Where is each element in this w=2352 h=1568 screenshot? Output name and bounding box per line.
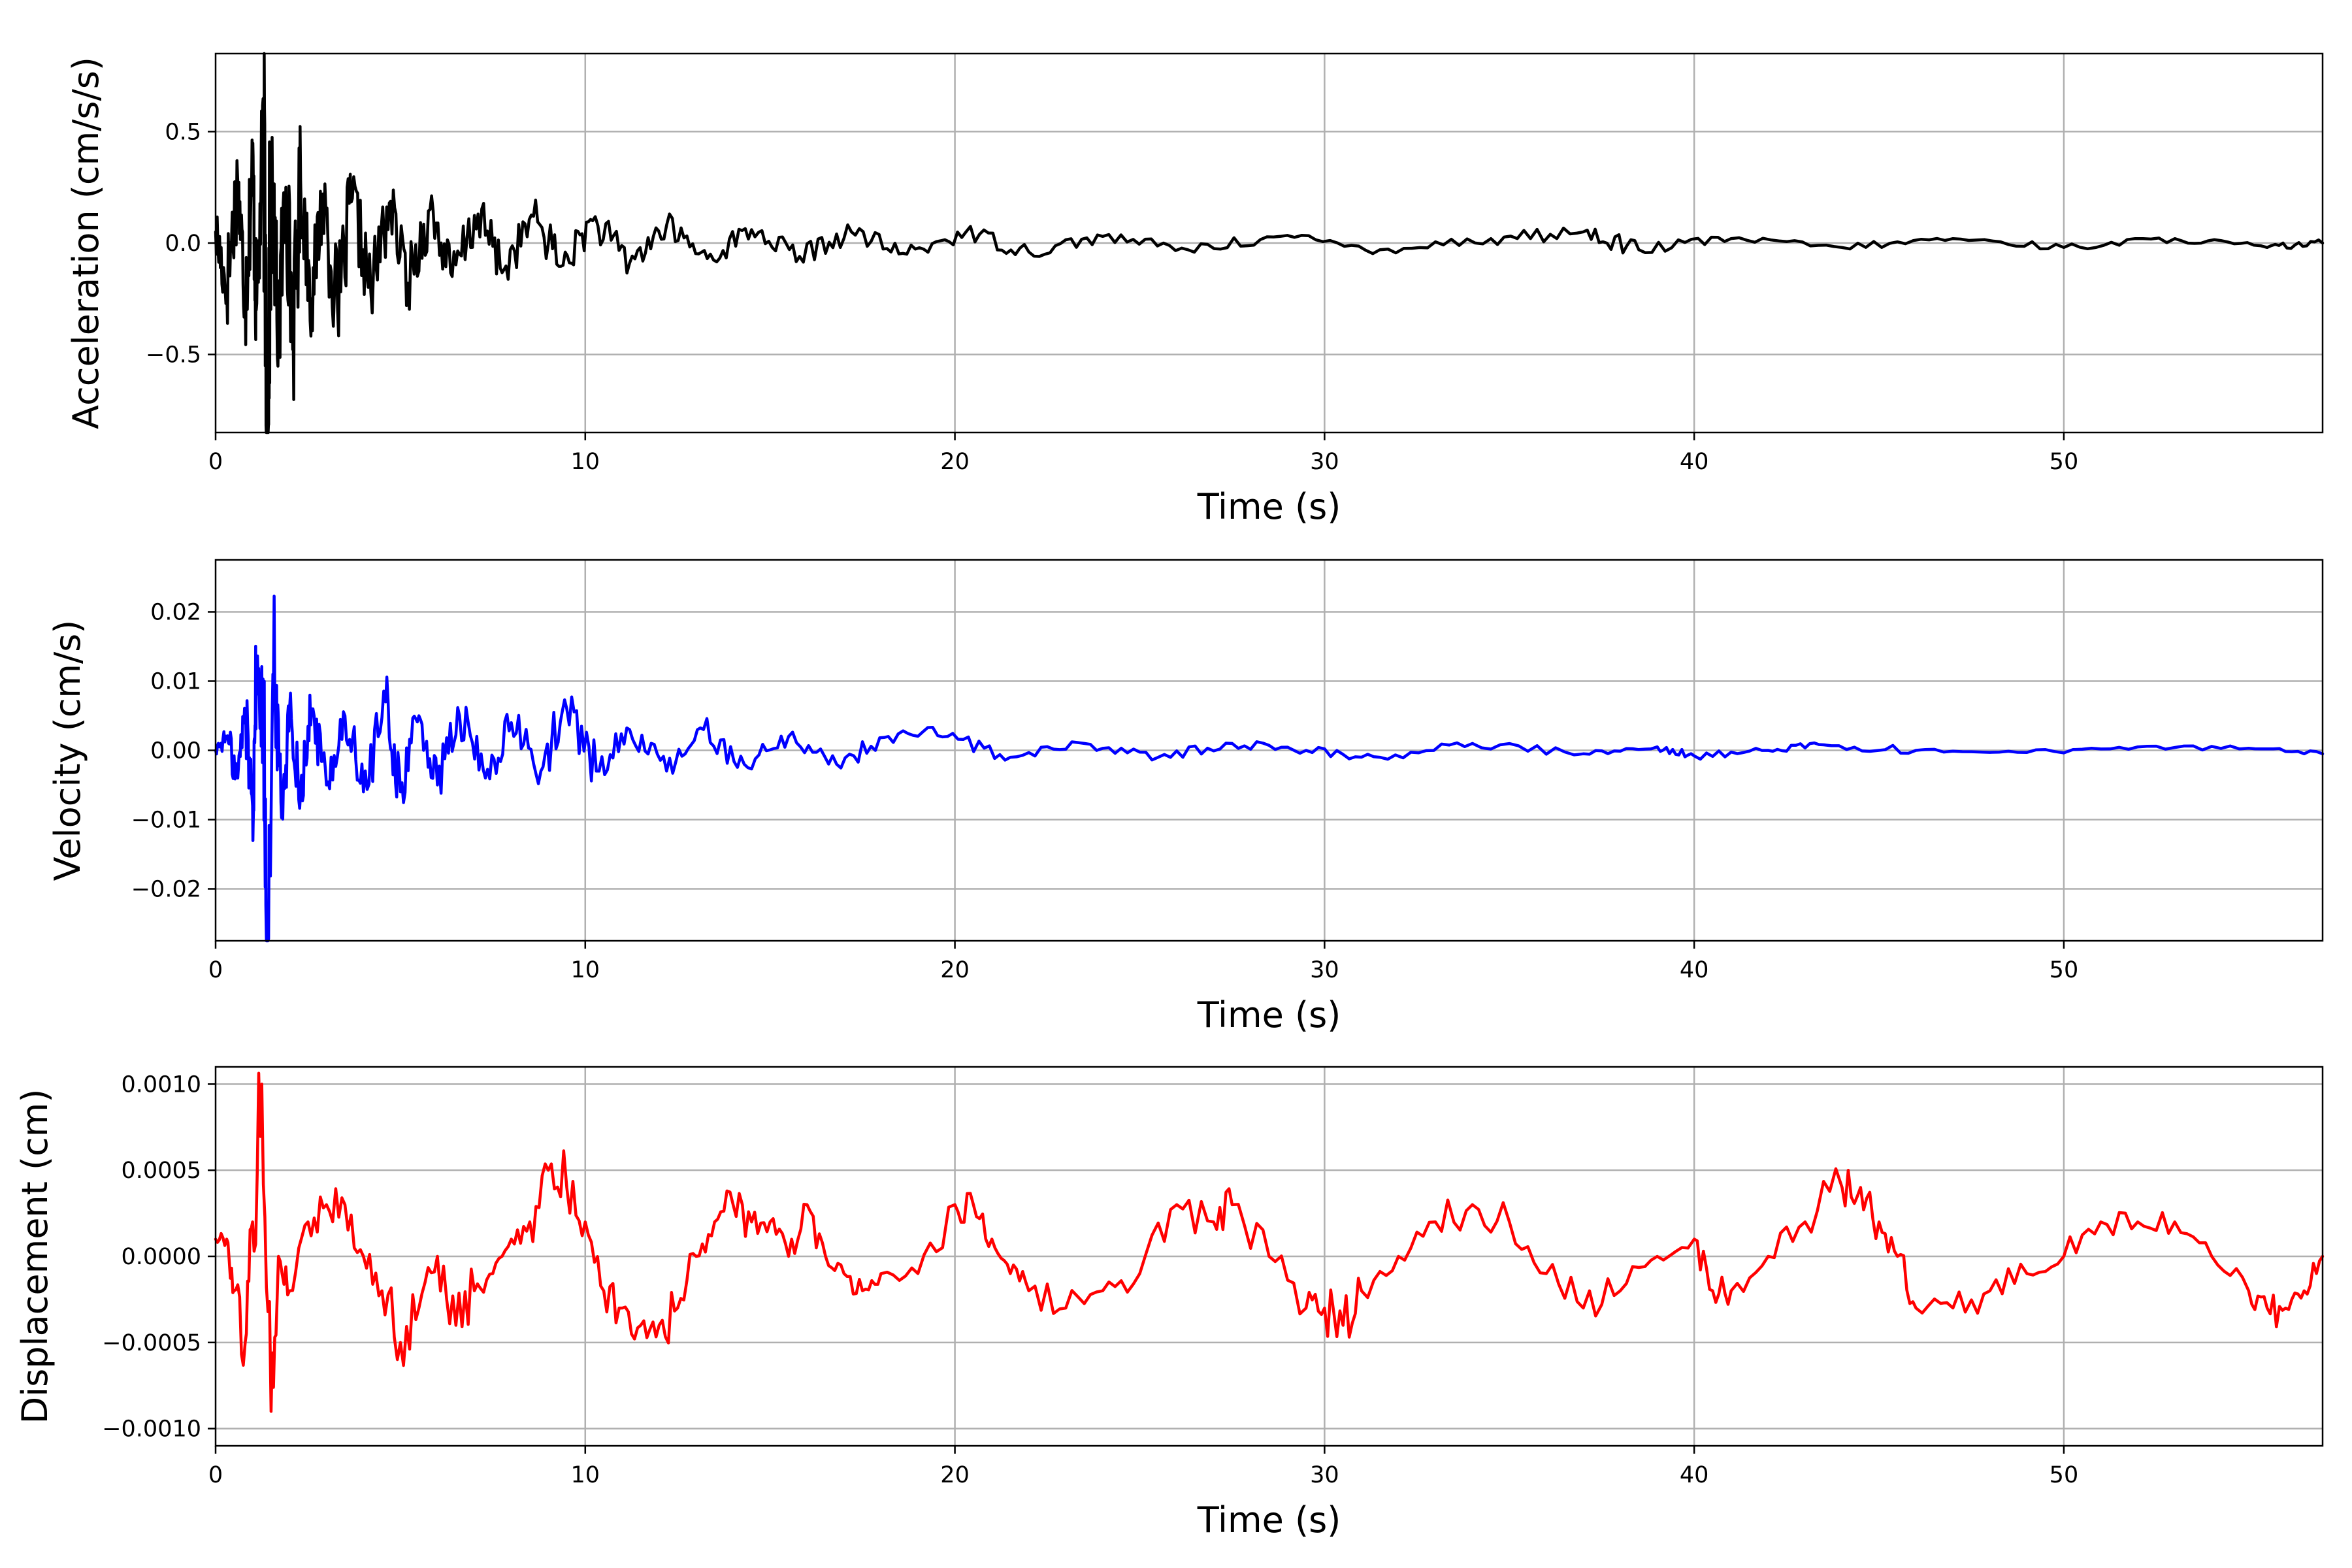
- acceleration-x-tick-label: 10: [571, 449, 600, 475]
- acceleration-y-tick-label: 0.0: [165, 231, 201, 257]
- displacement-y-tick-label: −0.0010: [102, 1416, 201, 1443]
- velocity-y-tick-label: 0.02: [150, 600, 201, 626]
- acceleration-y-tick-label: 0.5: [165, 119, 201, 145]
- displacement-x-axis-label: Time (s): [1197, 1499, 1341, 1541]
- displacement-y-tick-label: −0.0005: [102, 1330, 201, 1356]
- acceleration-y-axis-label: Acceleration (cm/s/s): [65, 57, 106, 429]
- velocity-x-tick-label: 40: [1680, 957, 1709, 983]
- velocity-y-tick-label: −0.01: [131, 808, 201, 834]
- velocity-series-line: [214, 595, 2325, 943]
- velocity-x-tick-label: 30: [1310, 957, 1339, 983]
- acceleration-x-tick-label: 50: [2050, 449, 2079, 475]
- acceleration-x-axis-label: Time (s): [1197, 486, 1341, 527]
- acceleration-series-line: [214, 52, 2325, 434]
- velocity-x-tick-label: 0: [208, 957, 223, 983]
- velocity-y-axis-label: Velocity (cm/s): [47, 620, 88, 881]
- displacement-y-tick-label: 0.0010: [122, 1071, 201, 1098]
- acceleration-x-tick-label: 30: [1310, 449, 1339, 475]
- displacement-x-tick-label: 0: [208, 1462, 223, 1488]
- acceleration-y-tick-label: −0.5: [146, 342, 201, 368]
- displacement-y-axis-label: Displacement (cm): [14, 1089, 56, 1424]
- displacement-series-line: [214, 1071, 2325, 1413]
- velocity-panel: 0 10 20 30 40 50 0.02 0.01 0.00 −0.01 −0.02 Time (…: [47, 559, 2325, 1036]
- velocity-y-tick-label: −0.02: [131, 877, 201, 903]
- displacement-x-tick-label: 20: [940, 1462, 970, 1488]
- velocity-x-tick-label: 10: [571, 957, 600, 983]
- velocity-x-axis-label: Time (s): [1197, 994, 1341, 1036]
- displacement-x-tick-label: 40: [1680, 1462, 1709, 1488]
- displacement-x-tick-label: 50: [2050, 1462, 2079, 1488]
- displacement-panel: 0 10 20 30 40 50 0.0010 0.0005 0.0000 −0.0005 −0.0…: [14, 1066, 2325, 1541]
- displacement-y-tick-label: 0.0000: [122, 1244, 201, 1270]
- velocity-x-tick-label: 50: [2050, 957, 2079, 983]
- acceleration-x-tick-label: 40: [1680, 449, 1709, 475]
- displacement-x-tick-label: 10: [571, 1462, 600, 1488]
- velocity-y-tick-label: 0.01: [150, 669, 201, 695]
- acceleration-x-tick-label: 20: [940, 449, 970, 475]
- displacement-x-tick-label: 30: [1310, 1462, 1339, 1488]
- displacement-y-tick-label: 0.0005: [122, 1158, 201, 1184]
- acceleration-x-tick-label: 0: [208, 449, 223, 475]
- velocity-y-tick-label: 0.00: [150, 738, 201, 764]
- velocity-x-tick-label: 20: [940, 957, 970, 983]
- acceleration-panel: 0 10 20 30 40 50 0.5 0.0 −0.5 Time (s) Accelerat…: [65, 52, 2325, 527]
